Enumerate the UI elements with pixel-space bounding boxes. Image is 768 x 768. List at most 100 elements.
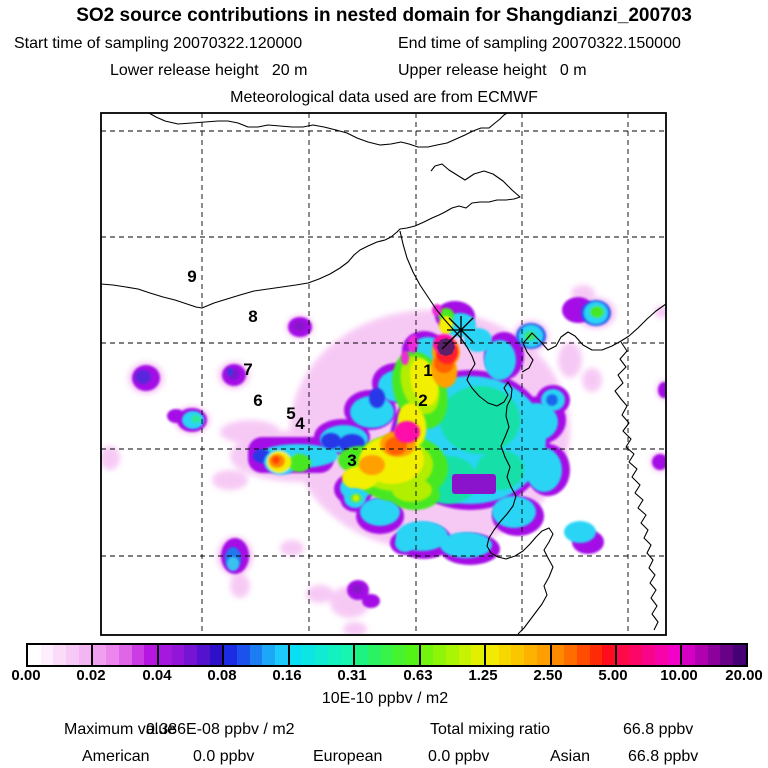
met-source-text: Meteorological data used are from ECMWF: [230, 89, 538, 106]
colorbar-cell: [40, 645, 54, 665]
colorbar-cell: [446, 645, 459, 665]
colorbar-cell: [602, 645, 617, 665]
colorbar-cell: [158, 645, 172, 665]
source-label-5: 5: [286, 404, 296, 423]
colorbar-tick: 0.02: [76, 667, 106, 684]
colorbar: [26, 643, 748, 667]
colorbar-cell: [53, 645, 67, 665]
colorbar-cell: [576, 645, 590, 665]
colorbar-cell: [340, 645, 356, 665]
colorbar-cell: [144, 645, 159, 665]
region-european-label: European: [313, 748, 383, 765]
colorbar-tick: 2.50: [533, 667, 563, 684]
colorbar-unit: 10E-10 ppbv / m2: [321, 690, 449, 707]
region-european-value: 0.0 ppbv: [428, 748, 490, 765]
colorbar-cell: [642, 645, 655, 665]
colorbar-cell: [405, 645, 421, 665]
total-mixing-ratio-label: Total mixing ratio: [430, 721, 551, 738]
source-label-1: 1: [423, 361, 433, 380]
source-label-2: 2: [418, 391, 428, 410]
colorbar-cell: [118, 645, 132, 665]
source-label-3: 3: [347, 451, 357, 470]
colorbar-cell: [28, 645, 41, 665]
colorbar-cell: [486, 645, 499, 665]
region-asian-label: Asian: [550, 748, 591, 765]
colorbar-cell: [498, 645, 512, 665]
colorbar-tick: 1.25: [468, 667, 498, 684]
plume-inner-purple-block: [452, 474, 496, 494]
plume-max-core: [437, 338, 455, 356]
colorbar-cell: [327, 645, 341, 665]
colorbar-cell: [131, 645, 145, 665]
colorbar-cell: [93, 645, 107, 665]
page-title: SO2 source contributions in nested domai…: [76, 5, 692, 26]
colorbar-cell: [262, 645, 276, 665]
colorbar-tick: 0.63: [403, 667, 433, 684]
colorbar-cell: [196, 645, 210, 665]
region-asian-value: 66.8 ppbv: [628, 748, 699, 765]
source-label-8: 8: [248, 307, 258, 326]
colorbar-cell: [78, 645, 94, 665]
colorbar-cell: [249, 645, 263, 665]
colorbar-cell: [237, 645, 250, 665]
start-time-text: Start time of sampling 20070322.120000: [14, 35, 303, 52]
colorbar-cell: [367, 645, 381, 665]
colorbar-cell: [224, 645, 237, 665]
station-marker-icon: [441, 316, 475, 350]
total-mixing-ratio-value: 66.8 ppbv: [623, 721, 694, 738]
colorbar-cell: [171, 645, 185, 665]
max-value: 0.386E-08 ppbv / m2: [146, 721, 295, 738]
coastline-paths: [101, 113, 666, 635]
colorbar-cell: [720, 645, 734, 665]
colorbar-tick: 20.00: [725, 667, 763, 684]
source-label-9: 9: [187, 267, 197, 286]
upper-release-text: Upper release height 0 m: [398, 62, 587, 79]
colorbar-cell: [66, 645, 79, 665]
colorbar-cell: [695, 645, 708, 665]
colorbar-cell: [667, 645, 683, 665]
end-time-text: End time of sampling 20070322.150000: [398, 35, 681, 52]
colorbar-cell: [106, 645, 119, 665]
lower-release-text: Lower release height 20 m: [110, 62, 308, 79]
colorbar-cell: [536, 645, 552, 665]
colorbar-cell: [289, 645, 303, 665]
colorbar-cell: [524, 645, 537, 665]
source-label-4: 4: [295, 414, 305, 433]
colorbar-cell: [511, 645, 525, 665]
colorbar-cell: [275, 645, 290, 665]
colorbar-cell: [184, 645, 197, 665]
colorbar-cell: [471, 645, 487, 665]
colorbar-cell: [707, 645, 721, 665]
colorbar-tick: 5.00: [598, 667, 628, 684]
colorbar-cell: [355, 645, 368, 665]
max-value-label: Maximum value: [64, 721, 177, 738]
map-frame: [100, 112, 667, 636]
source-label-6: 6: [253, 391, 263, 410]
colorbar-cell: [682, 645, 696, 665]
source-label-7: 7: [243, 360, 253, 379]
colorbar-cell: [433, 645, 446, 665]
colorbar-cell: [551, 645, 565, 665]
colorbar-cell: [589, 645, 603, 665]
colorbar-tick: 0.00: [11, 667, 41, 684]
colorbar-tick: 0.16: [272, 667, 302, 684]
colorbar-cell: [420, 645, 434, 665]
colorbar-tick: 10.00: [660, 667, 698, 684]
graticule-gridlines: [101, 113, 666, 635]
colorbar-cell: [655, 645, 668, 665]
colorbar-cell: [393, 645, 406, 665]
colorbar-cell: [209, 645, 225, 665]
region-american-label: American: [82, 748, 150, 765]
region-american-value: 0.0 ppbv: [193, 748, 255, 765]
colorbar-cell: [380, 645, 394, 665]
colorbar-cell: [733, 645, 746, 665]
colorbar-cell: [458, 645, 472, 665]
colorbar-cell: [315, 645, 328, 665]
colorbar-cell: [629, 645, 643, 665]
colorbar-tick: 0.08: [207, 667, 237, 684]
colorbar-tick: 0.04: [142, 667, 172, 684]
colorbar-tick: 0.31: [337, 667, 367, 684]
colorbar-cell: [302, 645, 316, 665]
